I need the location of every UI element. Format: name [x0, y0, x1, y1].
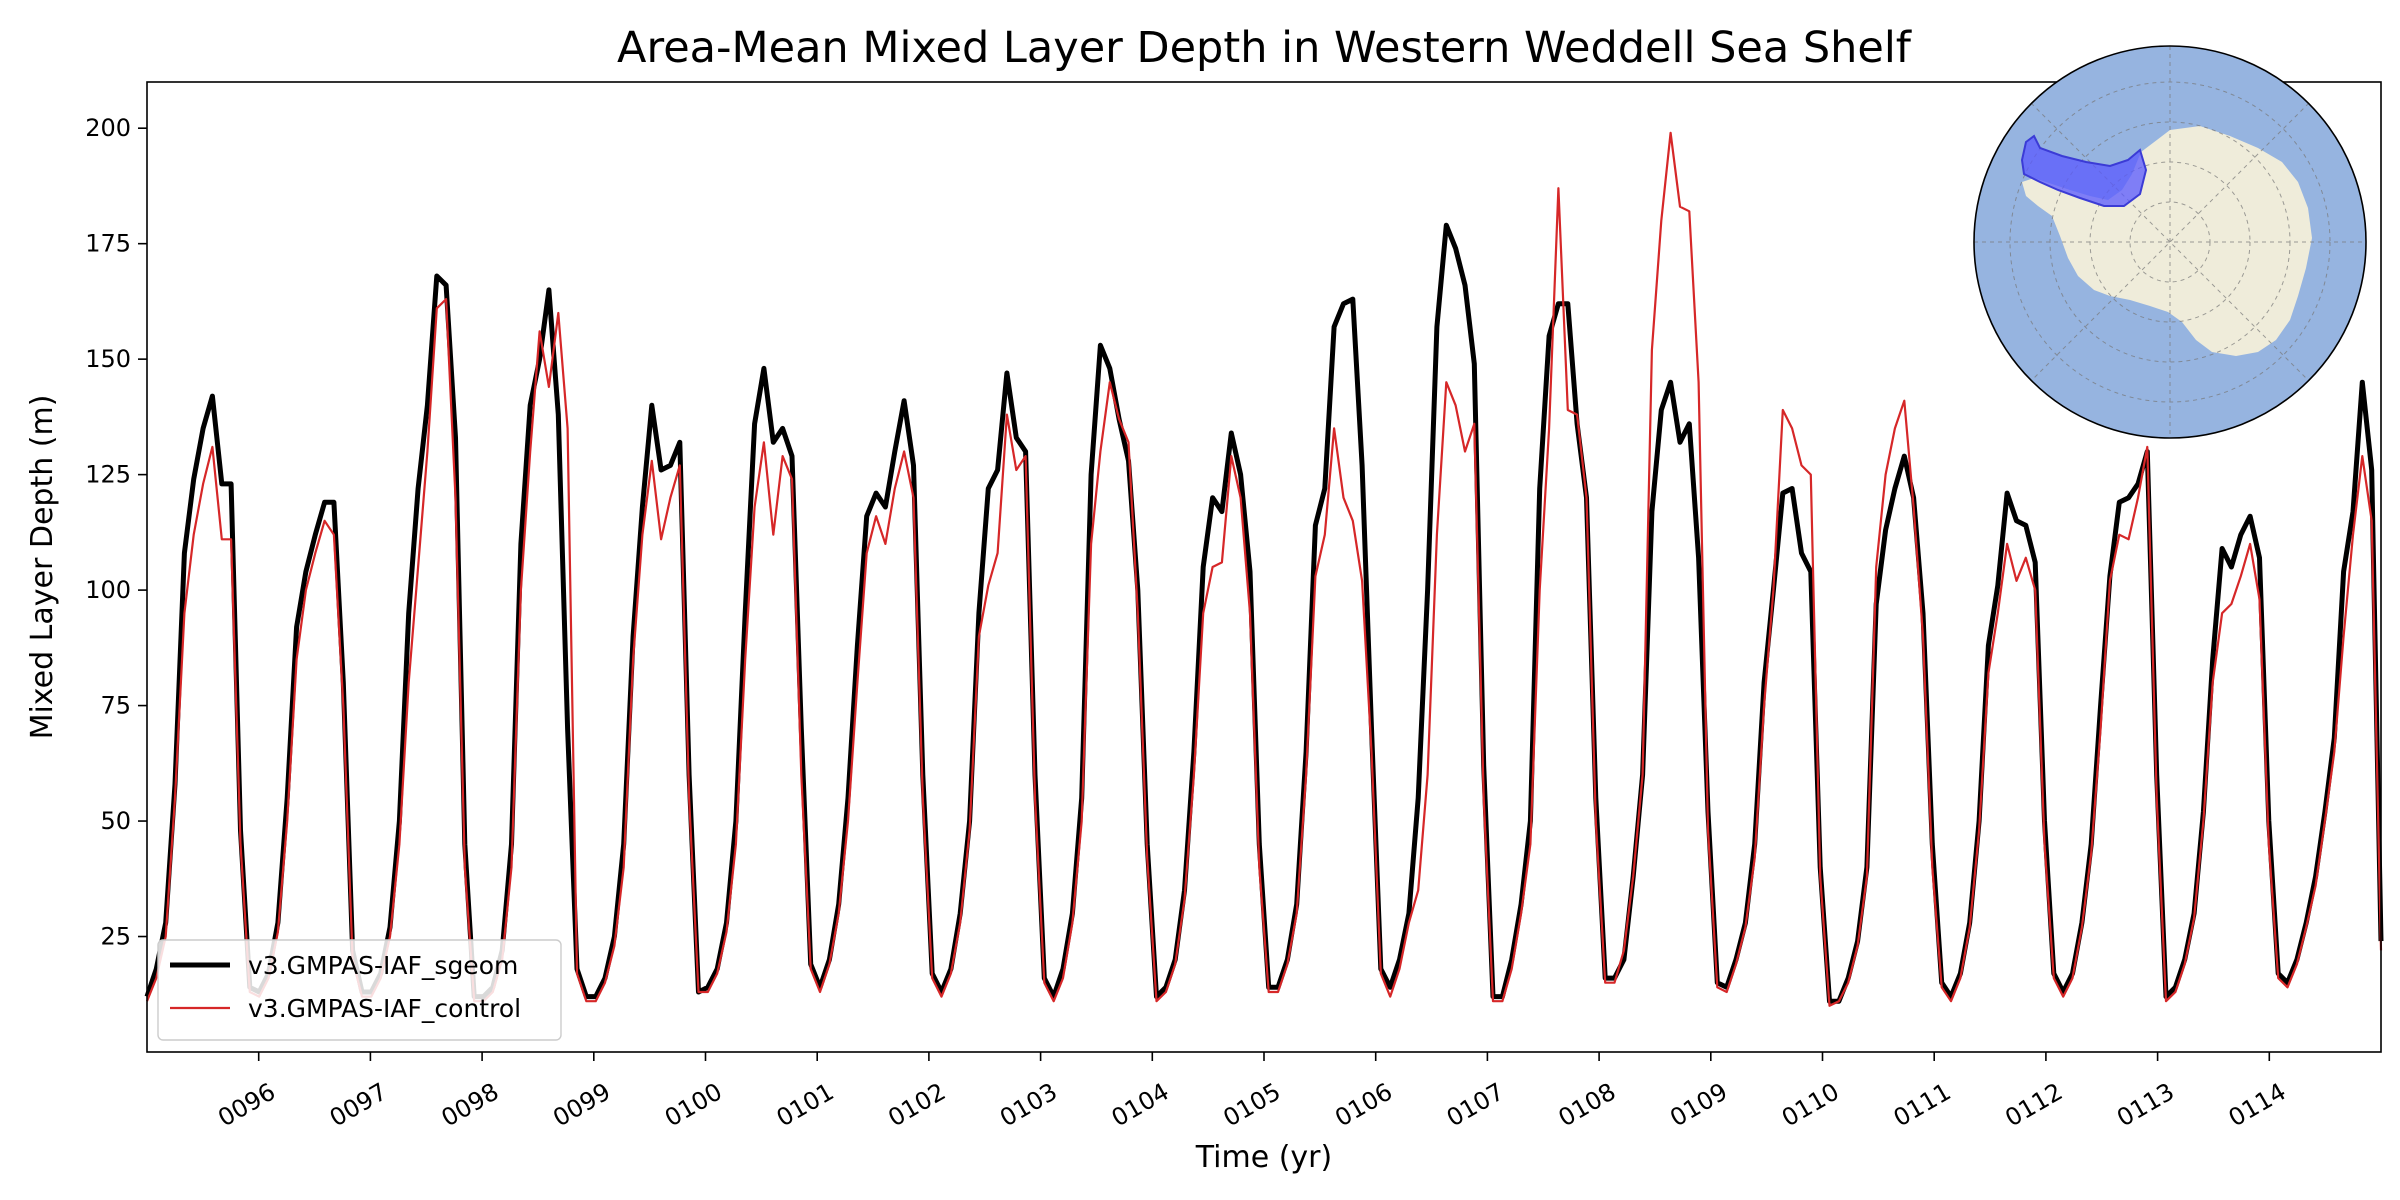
x-axis: 0096 0097 0098 0099 0100 0101 0102 0103 0104 0105… [213, 1052, 2291, 1132]
x-tick-label: 0100 [660, 1077, 727, 1132]
y-axis-label: Mixed Layer Depth (m) [25, 395, 60, 740]
x-tick-label: 0101 [772, 1077, 839, 1132]
x-tick-label: 0113 [2112, 1077, 2179, 1132]
inset-highlighted-region [2020, 134, 2148, 207]
x-tick-label: 0099 [548, 1077, 615, 1132]
series-line-control [145, 131, 2383, 1007]
x-tick-label: 0104 [1107, 1077, 1174, 1132]
x-tick-label: 0105 [1219, 1077, 1286, 1132]
x-tick-label: 0112 [2000, 1077, 2067, 1132]
x-axis-label: Time (yr) [1195, 1140, 1332, 1175]
legend-box [157, 939, 562, 1041]
y-tick-label: 50 [100, 807, 131, 835]
x-tick-label: 0098 [437, 1077, 504, 1132]
y-tick-label: 125 [85, 461, 131, 489]
y-tick-label: 75 [100, 692, 131, 720]
x-tick-label: 0111 [1889, 1077, 1956, 1132]
y-axis: 25 50 75 100 125 150 175 200 [85, 114, 147, 951]
y-tick-label: 200 [85, 114, 131, 142]
y-tick-label: 150 [85, 345, 131, 373]
x-tick-label: 0102 [883, 1077, 950, 1132]
x-tick-label: 0103 [995, 1077, 1062, 1132]
x-tick-label: 0107 [1442, 1077, 1509, 1132]
x-tick-label: 0096 [213, 1077, 280, 1132]
chart-title: Area-Mean Mixed Layer Depth in Western W… [617, 23, 1912, 73]
y-tick-label: 25 [100, 923, 131, 951]
legend-label-sgeom: v3.GMPAS-IAF_sgeom [248, 951, 518, 980]
x-tick-label: 0106 [1330, 1077, 1397, 1132]
inset-graticule [1974, 46, 2366, 438]
x-tick-label: 0108 [1554, 1077, 1621, 1132]
inset-globe-border [1973, 45, 2367, 439]
x-tick-label: 0097 [325, 1077, 392, 1132]
legend-label-control: v3.GMPAS-IAF_control [248, 994, 521, 1023]
x-tick-label: 0114 [2224, 1077, 2291, 1132]
x-tick-label: 0109 [1665, 1077, 1732, 1132]
inset-antarctica-landmass [2022, 126, 2312, 356]
inset-polar-map [1973, 45, 2367, 439]
x-tick-label: 0110 [1777, 1077, 1844, 1132]
y-tick-label: 100 [85, 576, 131, 604]
y-tick-label: 175 [85, 230, 131, 258]
legend: v3.GMPAS-IAF_sgeom v3.GMPAS-IAF_control [157, 939, 562, 1041]
series-lines [144, 131, 2384, 1007]
